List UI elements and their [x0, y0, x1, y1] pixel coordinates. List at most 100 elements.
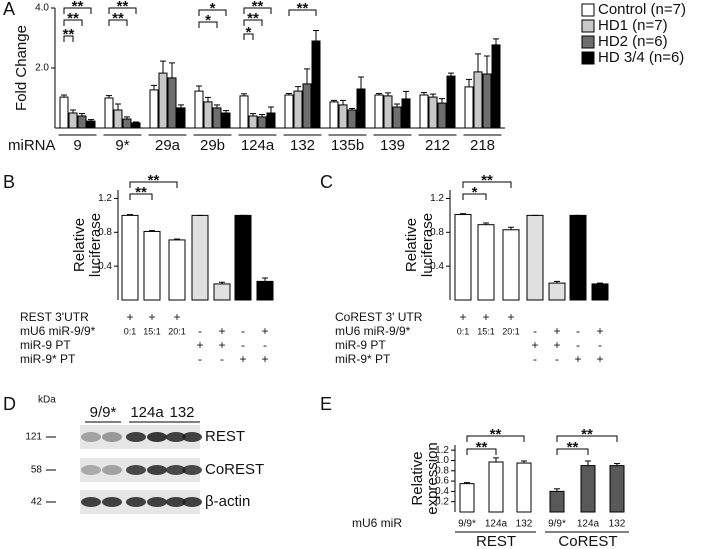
blot-band [182, 465, 202, 475]
bar [167, 77, 177, 129]
blot-band [147, 432, 167, 442]
x-tick-label: 124a [577, 519, 600, 530]
y-tick-label: 0.8 [435, 465, 449, 476]
bar [121, 214, 139, 301]
row-cell: 15:1 [477, 326, 495, 336]
bar [104, 97, 114, 129]
size-label: 58 [31, 465, 43, 476]
blot-band [126, 432, 146, 442]
bar [459, 483, 475, 513]
row-cell: - [220, 352, 224, 366]
significance-bracket [556, 435, 618, 442]
row-cell: + [218, 324, 225, 338]
legend-label: HD2 (n=6) [598, 33, 668, 50]
blot-band [102, 432, 122, 442]
blot-band [166, 432, 186, 442]
y-axis-label: expression [424, 442, 441, 515]
blot-band [166, 465, 186, 475]
significance-label: ** [252, 0, 264, 15]
y-axis-label: luciferase [419, 213, 436, 277]
row-cell: + [459, 310, 466, 324]
significance-label: * [472, 184, 478, 201]
significance-bracket [108, 7, 137, 14]
y-tick-label: 0.2 [435, 496, 449, 507]
significance-bracket [466, 435, 525, 442]
bar [234, 214, 252, 301]
bar [502, 229, 520, 301]
lane-label: 9/9* [90, 404, 117, 421]
blot-band [182, 432, 202, 442]
size-label: 42 [31, 497, 43, 508]
blot-band [102, 497, 122, 507]
blot-band [147, 497, 167, 507]
bar [239, 95, 249, 129]
unit-label: kDa [38, 395, 56, 406]
bar [311, 40, 321, 129]
significance-bracket [63, 7, 92, 14]
significance-label: ** [476, 439, 488, 456]
x-tick-label: 218 [470, 137, 495, 154]
x-tick-label: 9 [73, 137, 81, 154]
bar [419, 94, 429, 129]
y-tick-label: 4.0 [35, 3, 49, 14]
bar [131, 122, 141, 129]
panel-label: C [320, 172, 333, 192]
row-label: mU6 miR-9/9* [20, 324, 96, 338]
legend-label: HD1 (n=7) [598, 17, 668, 34]
blot-band [166, 497, 186, 507]
panel-label: D [3, 394, 16, 414]
significance-label: ** [135, 184, 147, 201]
size-label: 121 [25, 432, 42, 443]
y-axis-label: luciferase [87, 213, 104, 277]
legend-swatch [581, 19, 595, 33]
significance-bracket [556, 448, 589, 455]
significance-bracket [63, 35, 74, 42]
y-axis-label: Fold Change [13, 25, 30, 111]
lane-label: 132 [169, 404, 194, 421]
x-tick-label: 212 [425, 137, 450, 154]
x-tick-label: 29a [155, 137, 181, 154]
bar [257, 116, 267, 129]
panel-label: B [3, 172, 15, 192]
bar [374, 94, 384, 129]
blot-band [147, 465, 167, 475]
bar [68, 112, 78, 129]
bar [392, 106, 402, 129]
x-tick-label: 132 [290, 137, 315, 154]
significance-bracket [462, 181, 512, 188]
bar [158, 72, 168, 129]
row-cell: + [531, 338, 538, 352]
blot-band [81, 497, 101, 507]
bar [526, 214, 544, 301]
y-tick-label: 0.8 [430, 227, 444, 238]
significance-label: ** [72, 0, 84, 15]
bar [113, 109, 123, 129]
y-axis-label: Relative [409, 451, 426, 505]
bar [437, 102, 447, 129]
significance-label: ** [117, 0, 129, 15]
bar [168, 239, 186, 301]
y-axis-label: Relative [71, 218, 88, 272]
significance-bracket [129, 193, 153, 200]
legend-label: HD 3/4 (n=6) [598, 49, 684, 66]
bar [488, 461, 504, 513]
y-tick-label: 0.6 [435, 476, 449, 487]
row-cell: 0:1 [124, 326, 137, 336]
bar [176, 107, 186, 129]
legend-swatch [581, 35, 595, 49]
significance-label: ** [490, 426, 502, 443]
bar [143, 230, 161, 301]
bar [266, 112, 276, 129]
bar [59, 96, 69, 129]
bar [580, 465, 596, 513]
row-cell: - [533, 352, 537, 366]
significance-bracket [288, 9, 317, 16]
significance-bracket [243, 7, 272, 14]
row-cell: + [218, 338, 225, 352]
bar [329, 101, 339, 129]
bar [347, 109, 357, 129]
significance-label: ** [112, 10, 124, 27]
x-tick-label: 29b [200, 137, 225, 154]
x-tick-label: 9/9* [548, 519, 566, 530]
